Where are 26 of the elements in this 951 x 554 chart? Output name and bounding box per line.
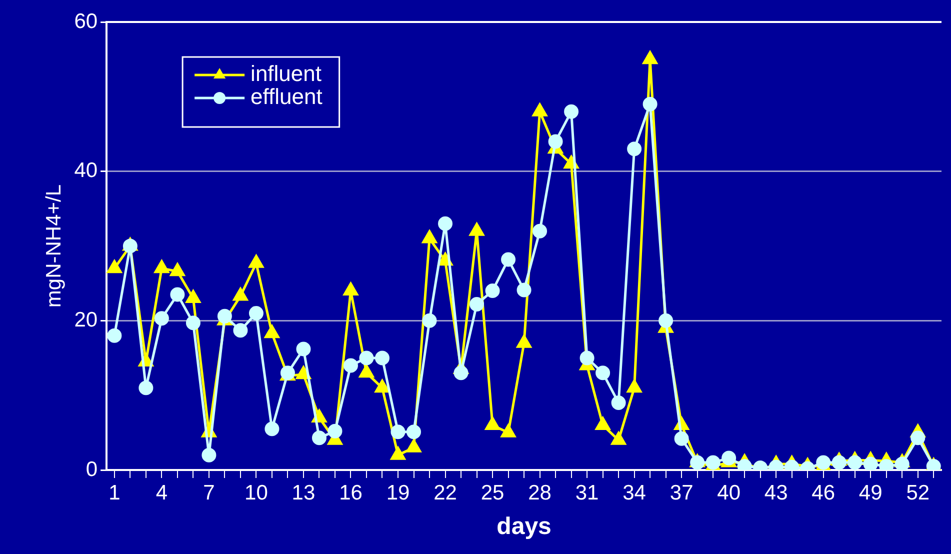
legend-label: influent <box>250 61 322 86</box>
x-tick-label: 28 <box>528 481 552 504</box>
x-tick-label: 43 <box>764 481 788 504</box>
y-tick-label: 60 <box>74 10 98 33</box>
x-tick-label: 22 <box>434 481 457 504</box>
x-tick-label: 25 <box>480 481 504 504</box>
x-tick-label: 1 <box>108 481 120 504</box>
x-tick-label: 40 <box>717 481 741 504</box>
x-tick-label: 10 <box>244 481 268 504</box>
x-tick-label: 49 <box>858 481 882 504</box>
y-tick-label: 0 <box>86 458 98 481</box>
x-tick-label: 13 <box>292 481 316 504</box>
y-tick-label: 20 <box>74 308 98 332</box>
x-tick-label: 4 <box>156 481 168 504</box>
x-tick-label: 34 <box>622 481 646 504</box>
x-tick-label: 7 <box>203 481 215 504</box>
x-tick-label: 16 <box>339 481 362 504</box>
x-tick-label: 37 <box>670 481 694 504</box>
legend-label: effluent <box>250 84 322 110</box>
y-tick-label: 40 <box>74 159 98 182</box>
x-tick-label: 52 <box>906 481 930 504</box>
y-axis-title: mgN-NH4+/L <box>42 184 66 308</box>
x-tick-label: 31 <box>575 481 599 504</box>
x-axis-title: days <box>496 513 552 540</box>
x-tick-label: 19 <box>386 481 410 504</box>
x-tick-label: 46 <box>812 481 836 504</box>
